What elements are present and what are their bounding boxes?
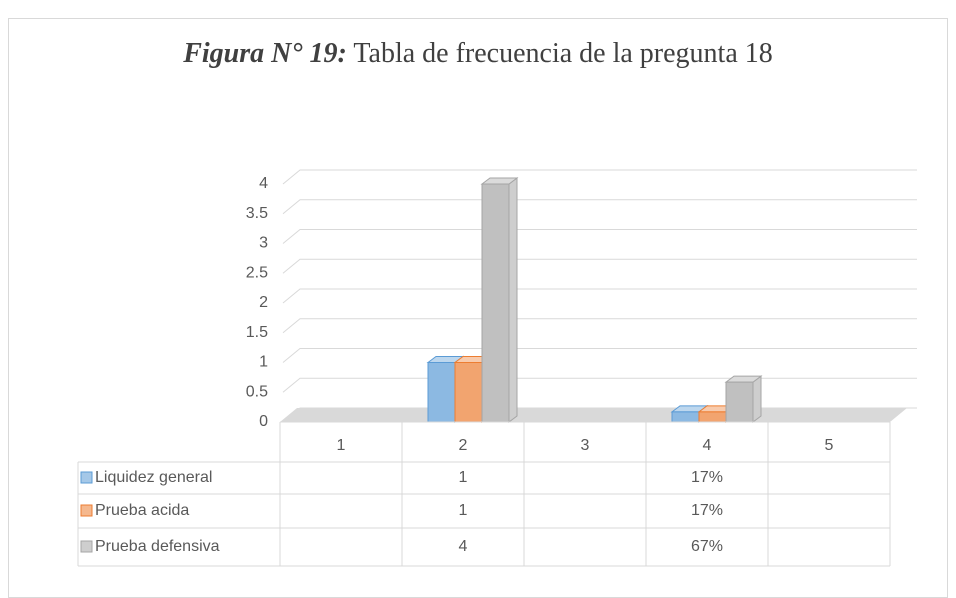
x-tick-label: 3 [581, 437, 590, 454]
grid-line [282, 258, 917, 274]
y-tick-label: 0.5 [246, 383, 268, 400]
y-tick-label: 4 [259, 175, 268, 192]
grid-line [282, 229, 917, 244]
bar [454, 362, 483, 423]
grid-line [282, 348, 917, 363]
legend-key [80, 504, 93, 517]
x-tick-label: 1 [337, 437, 346, 454]
bar-side [508, 177, 518, 423]
y-tick-label: 0 [259, 413, 268, 430]
x-tick-label: 2 [459, 437, 468, 454]
title-label: Figura N° 19: [183, 38, 347, 69]
data-label: 67% [691, 538, 723, 555]
grid-line [282, 318, 917, 334]
y-tick-label: 3 [259, 235, 268, 252]
title-text: Tabla de frecuencia de la pregunta 18 [353, 38, 773, 69]
data-label: 1 [459, 502, 468, 519]
bar [725, 381, 754, 423]
bar [698, 411, 727, 423]
bar-side [752, 375, 762, 423]
grid-line [282, 169, 917, 185]
y-tick-label: 1.5 [246, 324, 268, 341]
grid-line [282, 199, 917, 215]
chart-title: Figura N° 19: Tabla de frecuencia de la … [0, 38, 956, 70]
legend-key [80, 471, 93, 484]
grid-line [282, 288, 917, 304]
legend-key [80, 540, 93, 553]
y-tick-label: 3.5 [246, 205, 268, 222]
y-tick-label: 2 [259, 294, 268, 311]
x-tick-label: 4 [703, 437, 712, 454]
data-label: 4 [459, 538, 468, 555]
x-tick-label: 5 [825, 437, 834, 454]
floor [280, 408, 907, 422]
data-label: 17% [691, 469, 723, 486]
bar [427, 362, 456, 423]
chart: 0 0.5 1 1.5 2 2.5 3 3.5 4 1 2 3 4 5 Liquidez general 1 1… [77, 169, 917, 567]
y-tick-label: 2.5 [246, 264, 268, 281]
page: Figura N° 19: Tabla de frecuencia de la … [0, 18, 956, 598]
legend-label: Prueba acida [95, 502, 189, 519]
grid-line [282, 377, 917, 393]
bar [481, 183, 510, 423]
y-tick-label: 1 [259, 354, 268, 371]
data-label: 1 [459, 469, 468, 486]
data-label: 17% [691, 502, 723, 519]
legend-label: Prueba defensiva [95, 538, 220, 555]
bar [671, 411, 700, 423]
legend-label: Liquidez general [95, 469, 212, 486]
